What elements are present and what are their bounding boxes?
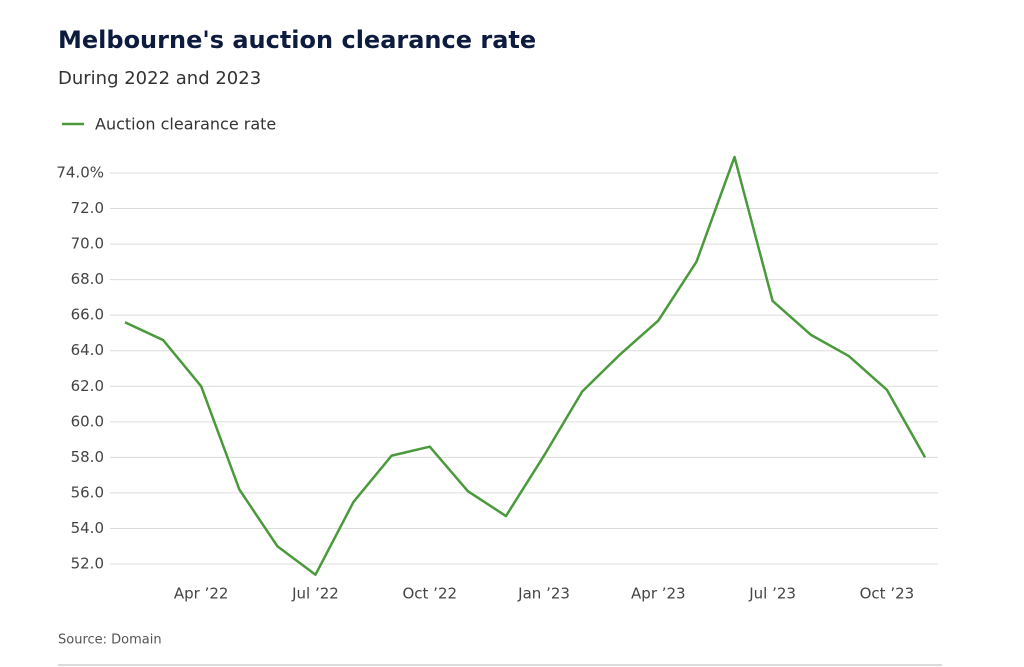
legend-label: Auction clearance rate (95, 115, 276, 134)
y-tick-label: 60.0 (71, 412, 104, 430)
y-tick-label: 72.0 (71, 199, 104, 217)
y-tick-label: 62.0 (71, 377, 104, 395)
x-tick-label: Oct ’22 (402, 585, 457, 603)
x-tick-label: Oct ’23 (860, 585, 915, 603)
chart-title: Melbourne's auction clearance rate (58, 26, 536, 54)
x-tick-label: Jan ’23 (517, 585, 570, 603)
y-tick-label: 70.0 (71, 235, 104, 253)
x-tick-label: Jul ’23 (748, 585, 796, 603)
x-tick-label: Apr ’23 (631, 585, 686, 603)
chart-subtitle: During 2022 and 2023 (58, 68, 261, 89)
y-tick-label: 52.0 (71, 555, 104, 573)
y-tick-label: 54.0 (71, 519, 104, 537)
y-tick-label: 64.0 (71, 341, 104, 359)
source: Source: Domain (58, 633, 162, 648)
y-tick-label: 56.0 (71, 483, 104, 501)
y-tick-label: 66.0 (71, 306, 104, 324)
y-tick-label: 74.0% (56, 163, 104, 181)
x-tick-label: Apr ’22 (174, 585, 229, 603)
y-tick-label: 68.0 (71, 270, 104, 288)
y-tick-label: 58.0 (71, 448, 104, 466)
x-tick-label: Jul ’22 (291, 585, 339, 603)
line (124, 155, 927, 576)
